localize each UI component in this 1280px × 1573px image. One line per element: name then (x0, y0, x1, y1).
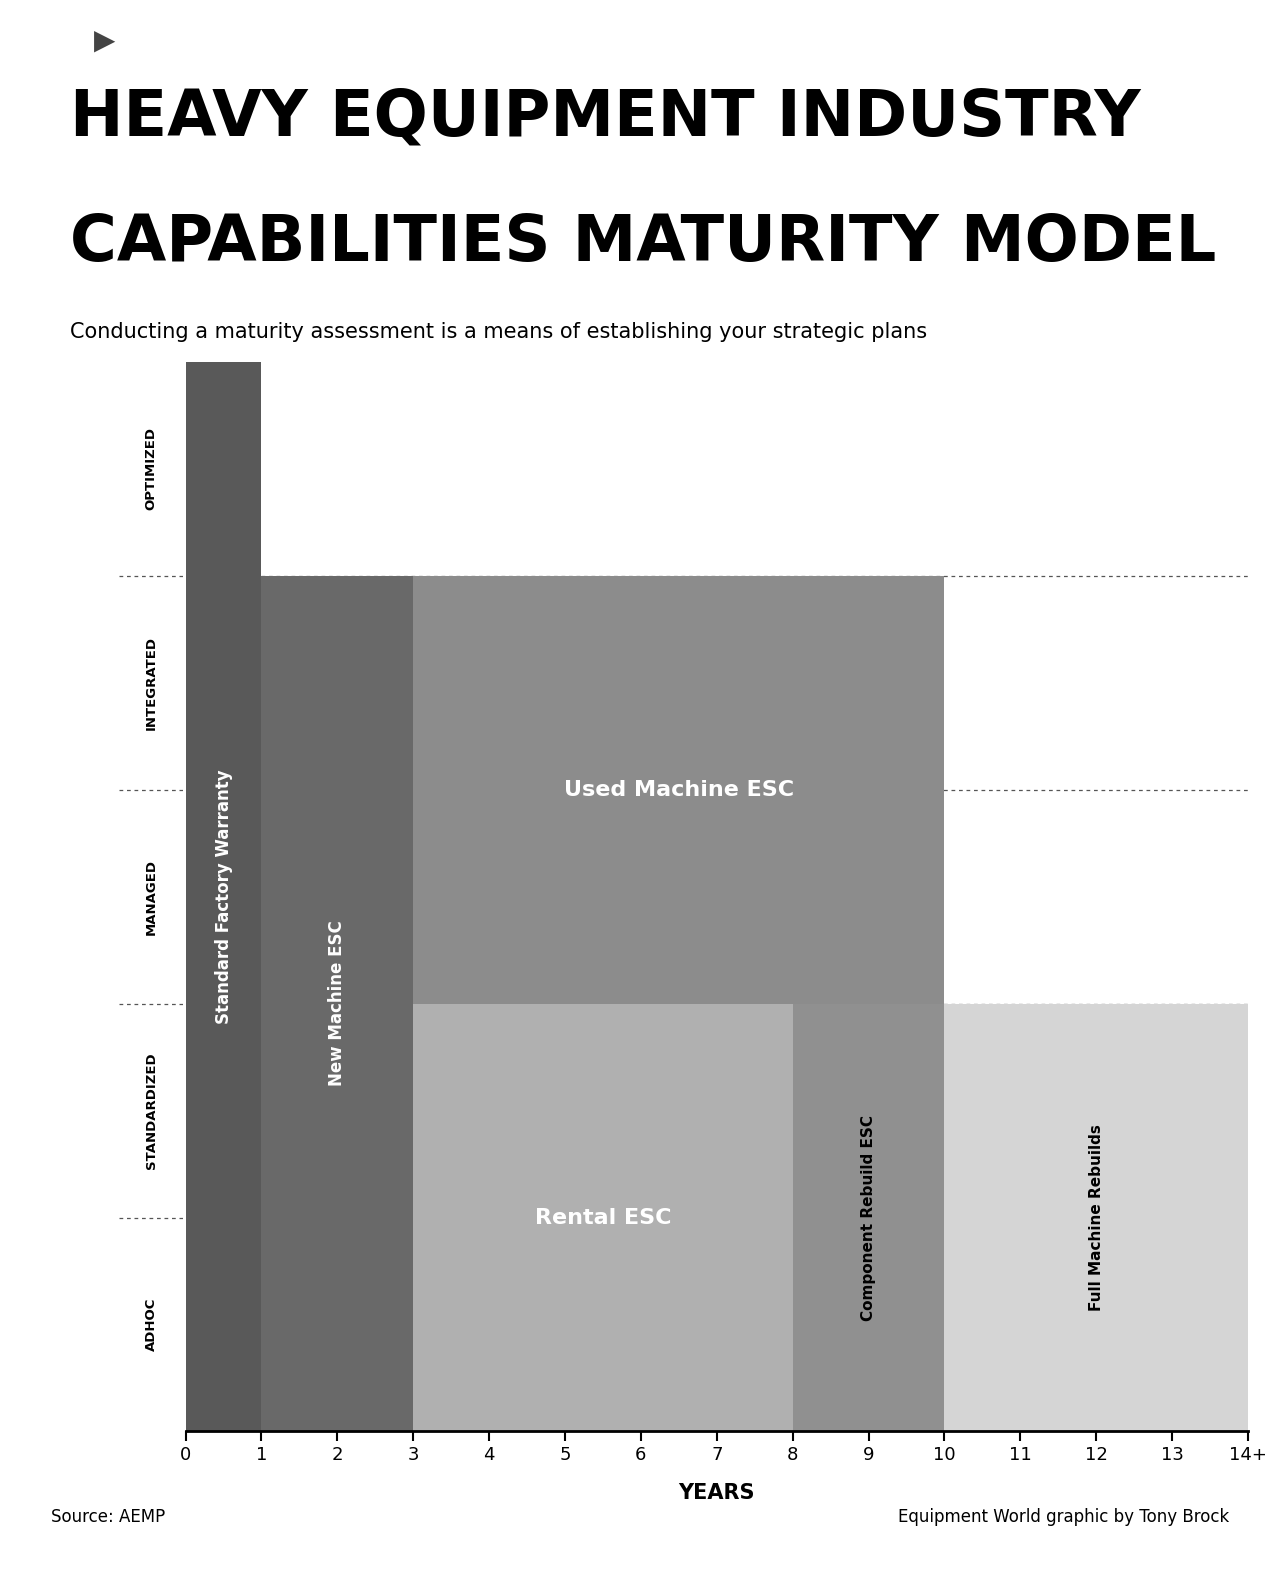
Text: STANDARDIZED: STANDARDIZED (145, 1052, 157, 1169)
Text: New Machine ESC: New Machine ESC (329, 920, 347, 1087)
Text: Source: AEMP: Source: AEMP (51, 1509, 165, 1526)
Bar (413, 576, 945, 1004)
Text: ▶: ▶ (93, 27, 115, 55)
Bar (261, 576, 413, 1431)
Bar (186, 362, 261, 1431)
Text: Conducting a maturity assessment is a means of establishing your strategic plans: Conducting a maturity assessment is a me… (70, 322, 928, 343)
Text: EQW: EQW (23, 24, 111, 55)
Text: Rental ESC: Rental ESC (535, 1208, 671, 1227)
Bar (792, 1004, 945, 1431)
Text: Standard Factory Warranty: Standard Factory Warranty (215, 769, 233, 1024)
Bar (413, 1004, 792, 1431)
Text: Full Machine Rebuilds: Full Machine Rebuilds (1089, 1125, 1103, 1310)
Bar (945, 1004, 1248, 1431)
Text: Component Rebuild ESC: Component Rebuild ESC (861, 1115, 876, 1320)
X-axis label: YEARS: YEARS (678, 1483, 755, 1504)
Text: OPTIMIZED: OPTIMIZED (145, 428, 157, 510)
Text: Used Machine ESC: Used Machine ESC (563, 780, 794, 799)
Text: HEAVY EQUIPMENT INDUSTRY: HEAVY EQUIPMENT INDUSTRY (70, 87, 1140, 148)
Text: INTEGRATED: INTEGRATED (145, 635, 157, 730)
Text: Equipment World graphic by Tony Brock: Equipment World graphic by Tony Brock (897, 1509, 1229, 1526)
Text: ADHOC: ADHOC (145, 1298, 157, 1351)
Text: Life-Cycle Maturity Model: Life-Cycle Maturity Model (759, 24, 1242, 55)
Text: MANAGED: MANAGED (145, 859, 157, 934)
Text: CAPABILITIES MATURITY MODEL: CAPABILITIES MATURITY MODEL (70, 212, 1217, 274)
